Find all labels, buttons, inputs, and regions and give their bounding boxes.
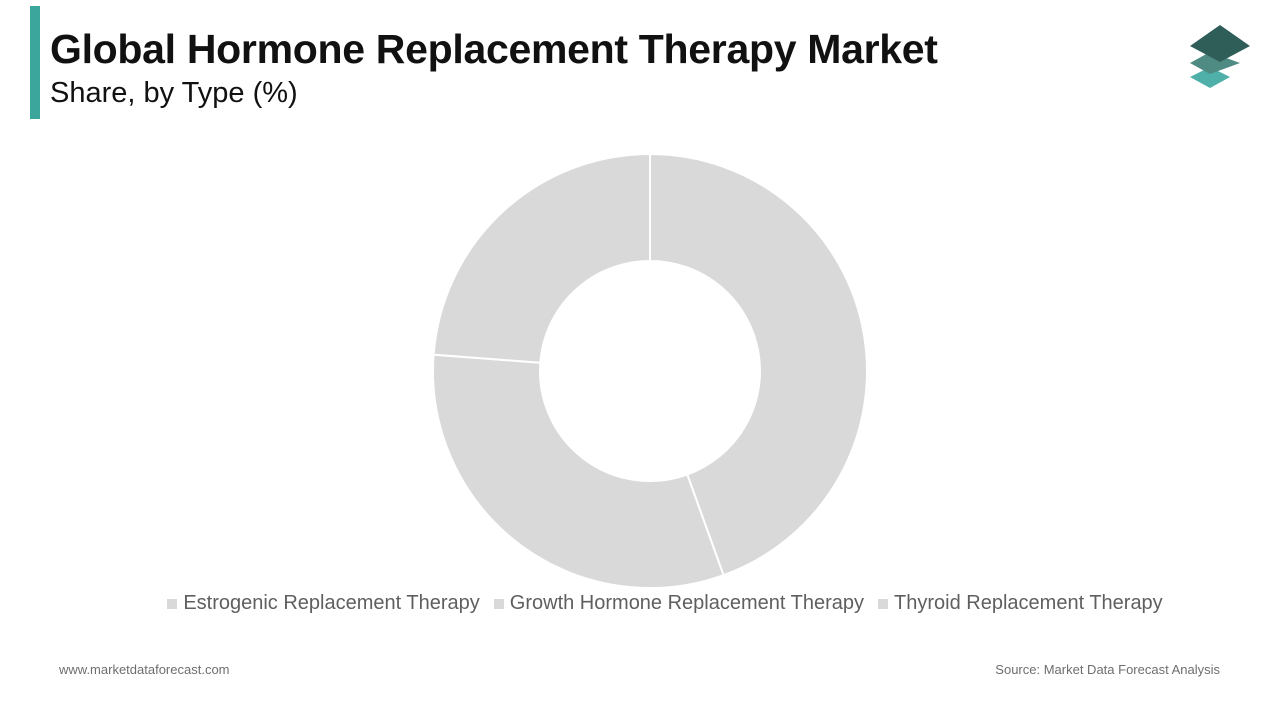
legend-label: Estrogenic Replacement Therapy [183, 592, 480, 614]
donut-slice [649, 152, 868, 577]
stacked-layers-logo-icon [1190, 25, 1250, 88]
legend-item: Growth Hormone Replacement Therapy [493, 592, 865, 615]
logo-layer-middle [1190, 52, 1240, 74]
legend-item: Thyroid Replacement Therapy [878, 592, 1163, 615]
chart-legend: Estrogenic Replacement Therapy Growth Ho… [0, 592, 1280, 615]
donut-slices [432, 152, 868, 589]
title-accent-bar [30, 6, 40, 119]
legend-swatch [493, 598, 504, 609]
legend-label: Growth Hormone Replacement Therapy [509, 592, 865, 614]
chart-title: Global Hormone Replacement Therapy Marke… [50, 26, 938, 72]
donut-slice [432, 152, 651, 364]
legend-item: Estrogenic Replacement Therapy [167, 592, 480, 615]
chart-subtitle: Share, by Type (%) [50, 77, 298, 109]
legend-swatch [878, 598, 889, 609]
logo-layer-bottom [1190, 67, 1230, 88]
legend-label: Thyroid Replacement Therapy [894, 592, 1163, 614]
donut-slice [432, 353, 725, 589]
logo-layer-top [1190, 25, 1250, 62]
legend-swatch [167, 598, 178, 609]
footer-source: Source: Market Data Forecast Analysis [995, 662, 1220, 677]
footer-website: www.marketdataforecast.com [59, 662, 230, 677]
